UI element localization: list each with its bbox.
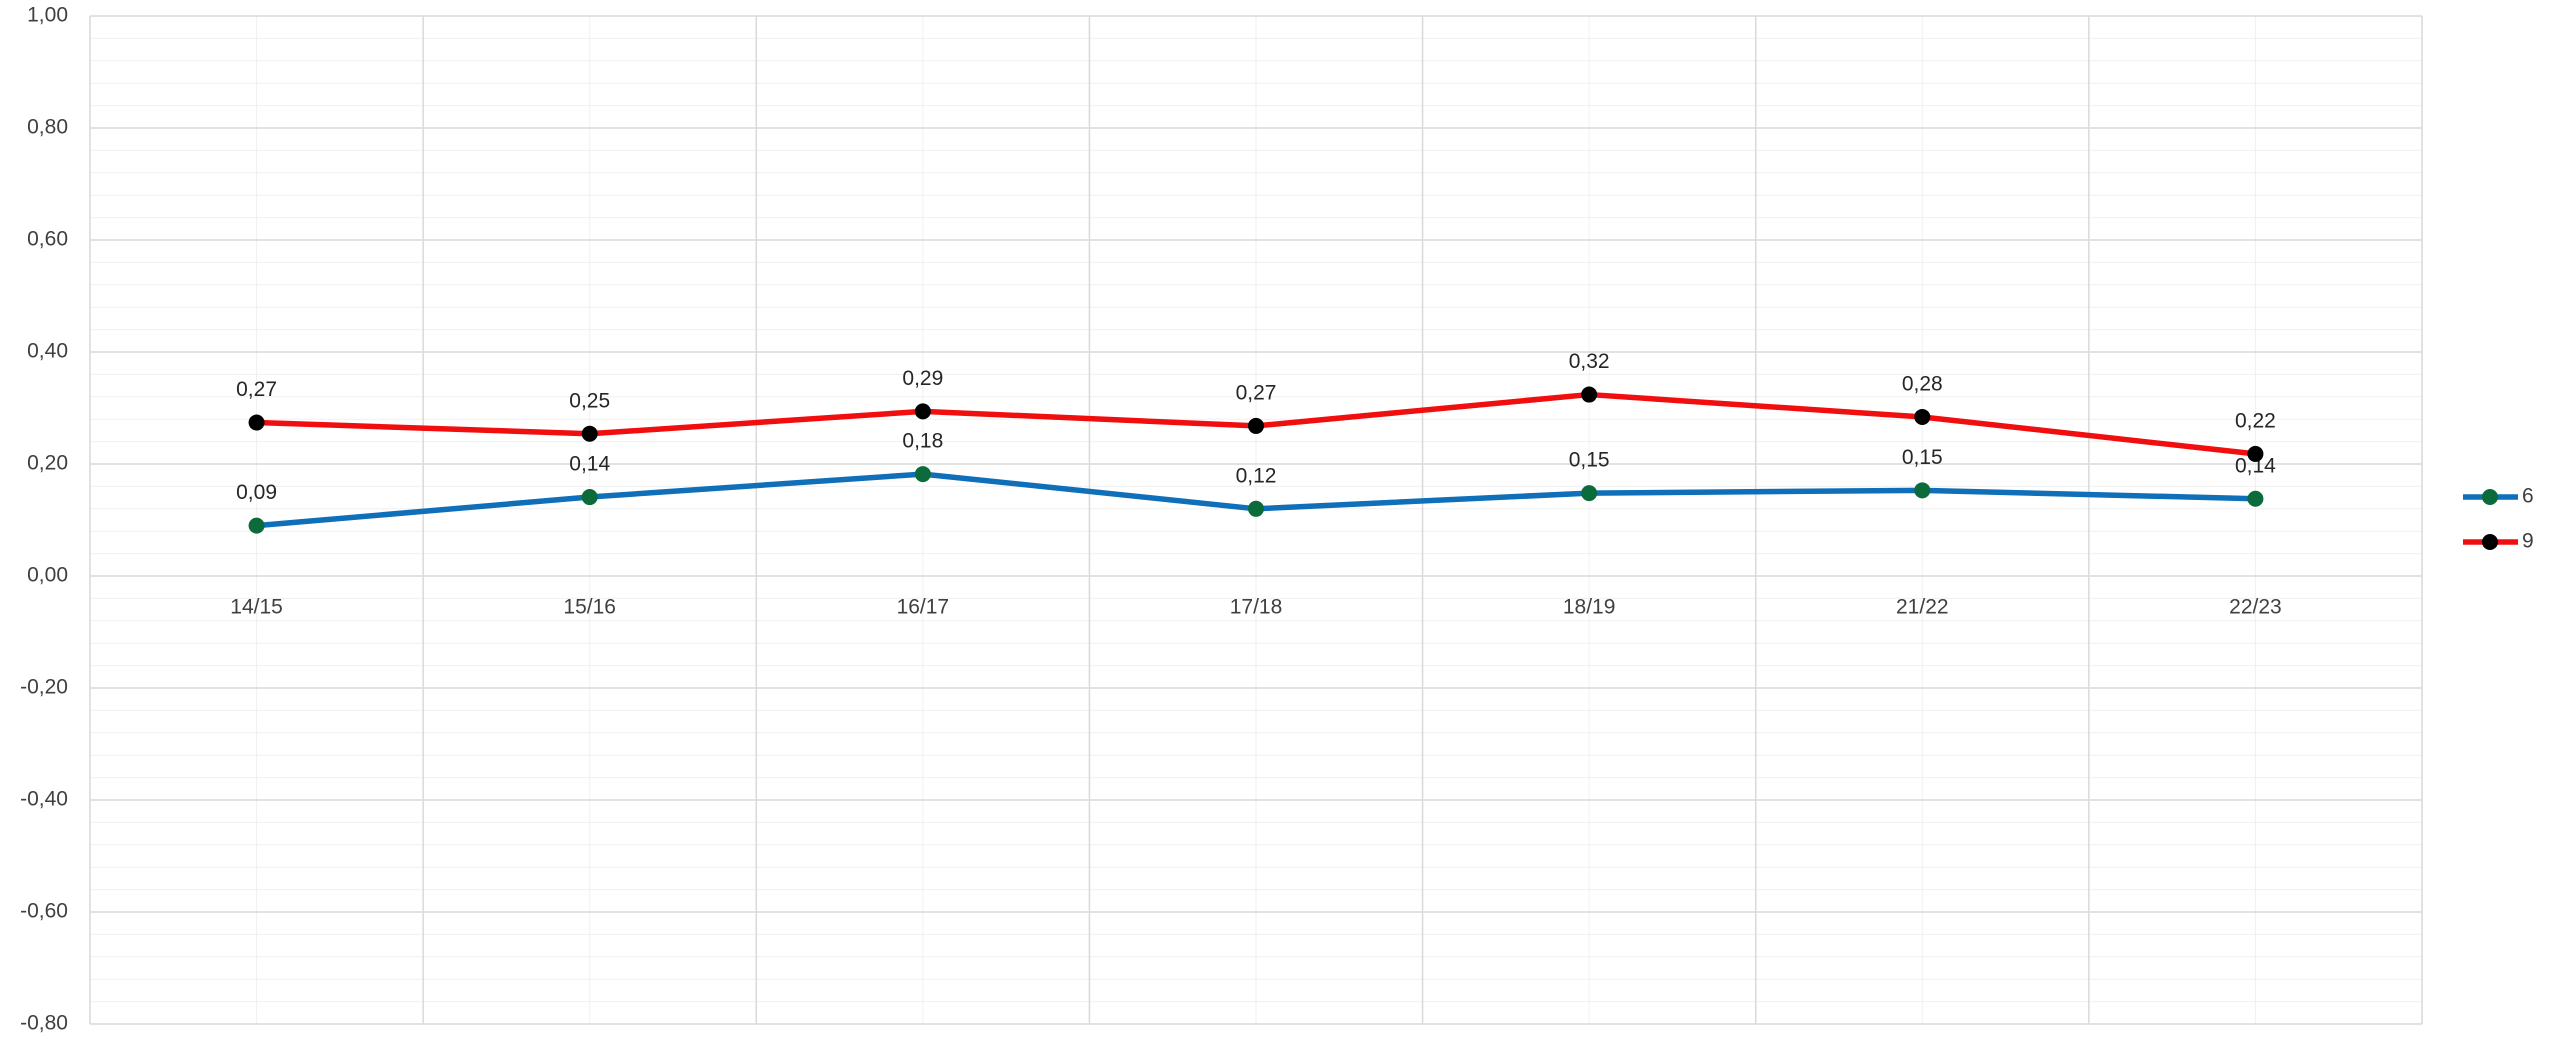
marker: [2247, 445, 2264, 462]
data-label: 0,09: [236, 481, 277, 504]
data-label: 0,14: [2235, 454, 2276, 477]
data-label: 0,12: [1236, 464, 1277, 487]
data-label: 0,27: [236, 378, 277, 401]
legend-marker: [2482, 489, 2498, 505]
y-tick-label: 0,60: [27, 228, 68, 251]
legend-marker: [2482, 534, 2498, 550]
marker: [914, 403, 931, 420]
data-label: 0,18: [902, 430, 943, 453]
marker: [248, 414, 265, 431]
y-tick-label: -0,40: [20, 788, 68, 811]
x-tick-label: 17/18: [1230, 596, 1283, 619]
data-label: 0,22: [2235, 409, 2276, 432]
data-label: 0,25: [569, 389, 610, 412]
data-label: 0,28: [1902, 373, 1943, 396]
data-label: 0,15: [1902, 446, 1943, 469]
marker: [1914, 482, 1931, 499]
y-tick-label: -0,80: [20, 1012, 68, 1035]
y-tick-label: 0,20: [27, 452, 68, 475]
marker: [2247, 490, 2264, 507]
data-label: 0,14: [569, 453, 610, 476]
data-label: 0,32: [1569, 350, 1610, 373]
x-tick-label: 15/16: [563, 596, 616, 619]
data-label: 0,15: [1569, 449, 1610, 472]
marker: [248, 517, 265, 534]
marker: [1248, 417, 1264, 434]
legend-label: 9: [2522, 530, 2534, 553]
y-tick-label: 0,80: [27, 116, 68, 139]
marker: [1248, 500, 1264, 517]
y-tick-label: 0,40: [27, 340, 68, 363]
data-label: 0,27: [1236, 381, 1277, 404]
marker: [1581, 485, 1598, 502]
marker: [1914, 408, 1931, 425]
marker: [1581, 386, 1598, 403]
x-tick-label: 14/15: [230, 596, 283, 619]
marker: [914, 466, 931, 483]
x-tick-label: 18/19: [1563, 596, 1616, 619]
marker: [581, 425, 598, 442]
data-label: 0,29: [902, 367, 943, 390]
y-tick-label: -0,20: [20, 676, 68, 699]
y-tick-label: 0,00: [27, 564, 68, 587]
legend-label: 6: [2522, 485, 2534, 508]
x-tick-label: 21/22: [1896, 596, 1949, 619]
x-tick-label: 22/23: [2229, 596, 2282, 619]
y-tick-label: -0,60: [20, 900, 68, 923]
marker: [581, 489, 598, 506]
y-tick-label: 1,00: [27, 4, 68, 27]
x-tick-label: 16/17: [897, 596, 950, 619]
